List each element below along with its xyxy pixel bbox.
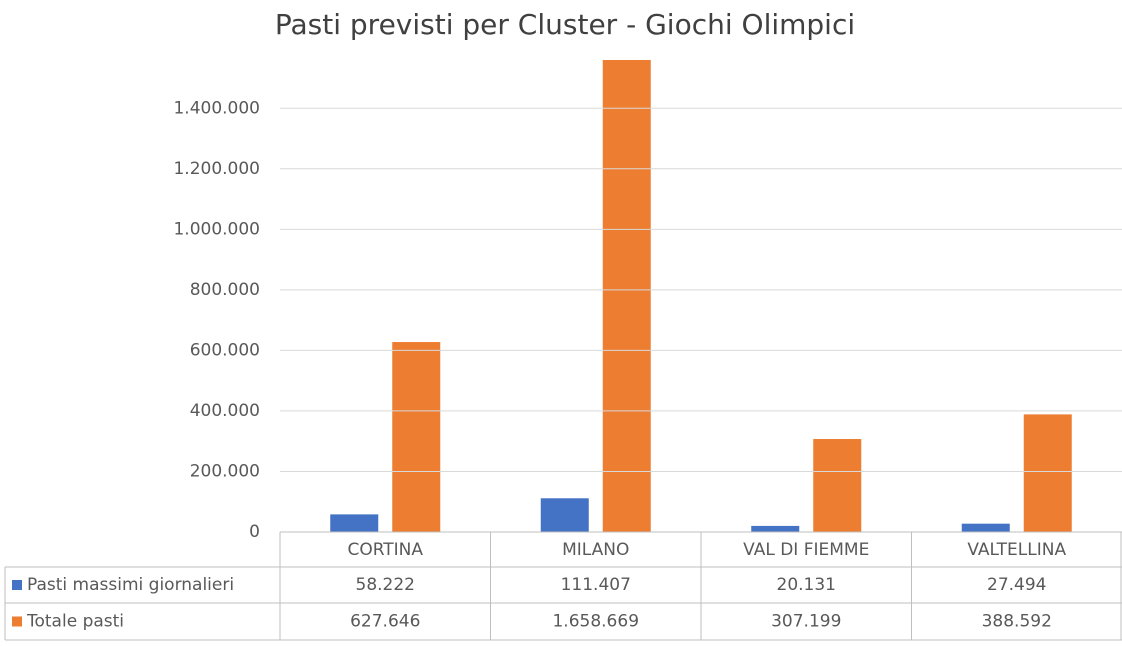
plot-area [330, 60, 1072, 532]
chart-title: Pasti previsti per Cluster - Giochi Olim… [275, 8, 855, 41]
y-tick-label: 1.400.000 [173, 98, 260, 118]
table-value: 20.131 [777, 575, 836, 595]
table-value: 388.592 [982, 612, 1052, 632]
bar [330, 514, 379, 532]
legend-key [12, 580, 22, 590]
bar [392, 342, 441, 532]
y-tick-label: 600.000 [190, 340, 260, 360]
x-tick-label: MILANO [562, 540, 629, 560]
table-value: 1.658.669 [552, 612, 639, 632]
y-tick-label: 800.000 [190, 280, 260, 300]
y-tick-label: 400.000 [190, 401, 260, 421]
table-value: 58.222 [356, 575, 415, 595]
y-tick-label: 0 [249, 522, 260, 542]
bar [1023, 414, 1072, 532]
x-tick-label: VAL DI FIEMME [743, 540, 869, 560]
legend-label: Pasti massimi giornalieri [27, 575, 234, 595]
bar [813, 439, 862, 532]
x-tick-label: CORTINA [347, 540, 423, 560]
table-value: 307.199 [771, 612, 841, 632]
bar [751, 525, 800, 532]
legend-key [12, 616, 22, 627]
bar [540, 498, 589, 532]
table-value: 111.407 [561, 575, 631, 595]
y-tick-label: 200.000 [190, 461, 260, 481]
y-tick-label: 1.200.000 [173, 159, 260, 179]
legend-label: Totale pasti [26, 612, 124, 632]
table-value: 27.494 [987, 575, 1046, 595]
bar [602, 60, 651, 532]
x-tick-label: VALTELLINA [967, 540, 1066, 560]
y-tick-label: 1.000.000 [173, 219, 260, 239]
bar [961, 523, 1010, 532]
table-value: 627.646 [350, 612, 420, 632]
